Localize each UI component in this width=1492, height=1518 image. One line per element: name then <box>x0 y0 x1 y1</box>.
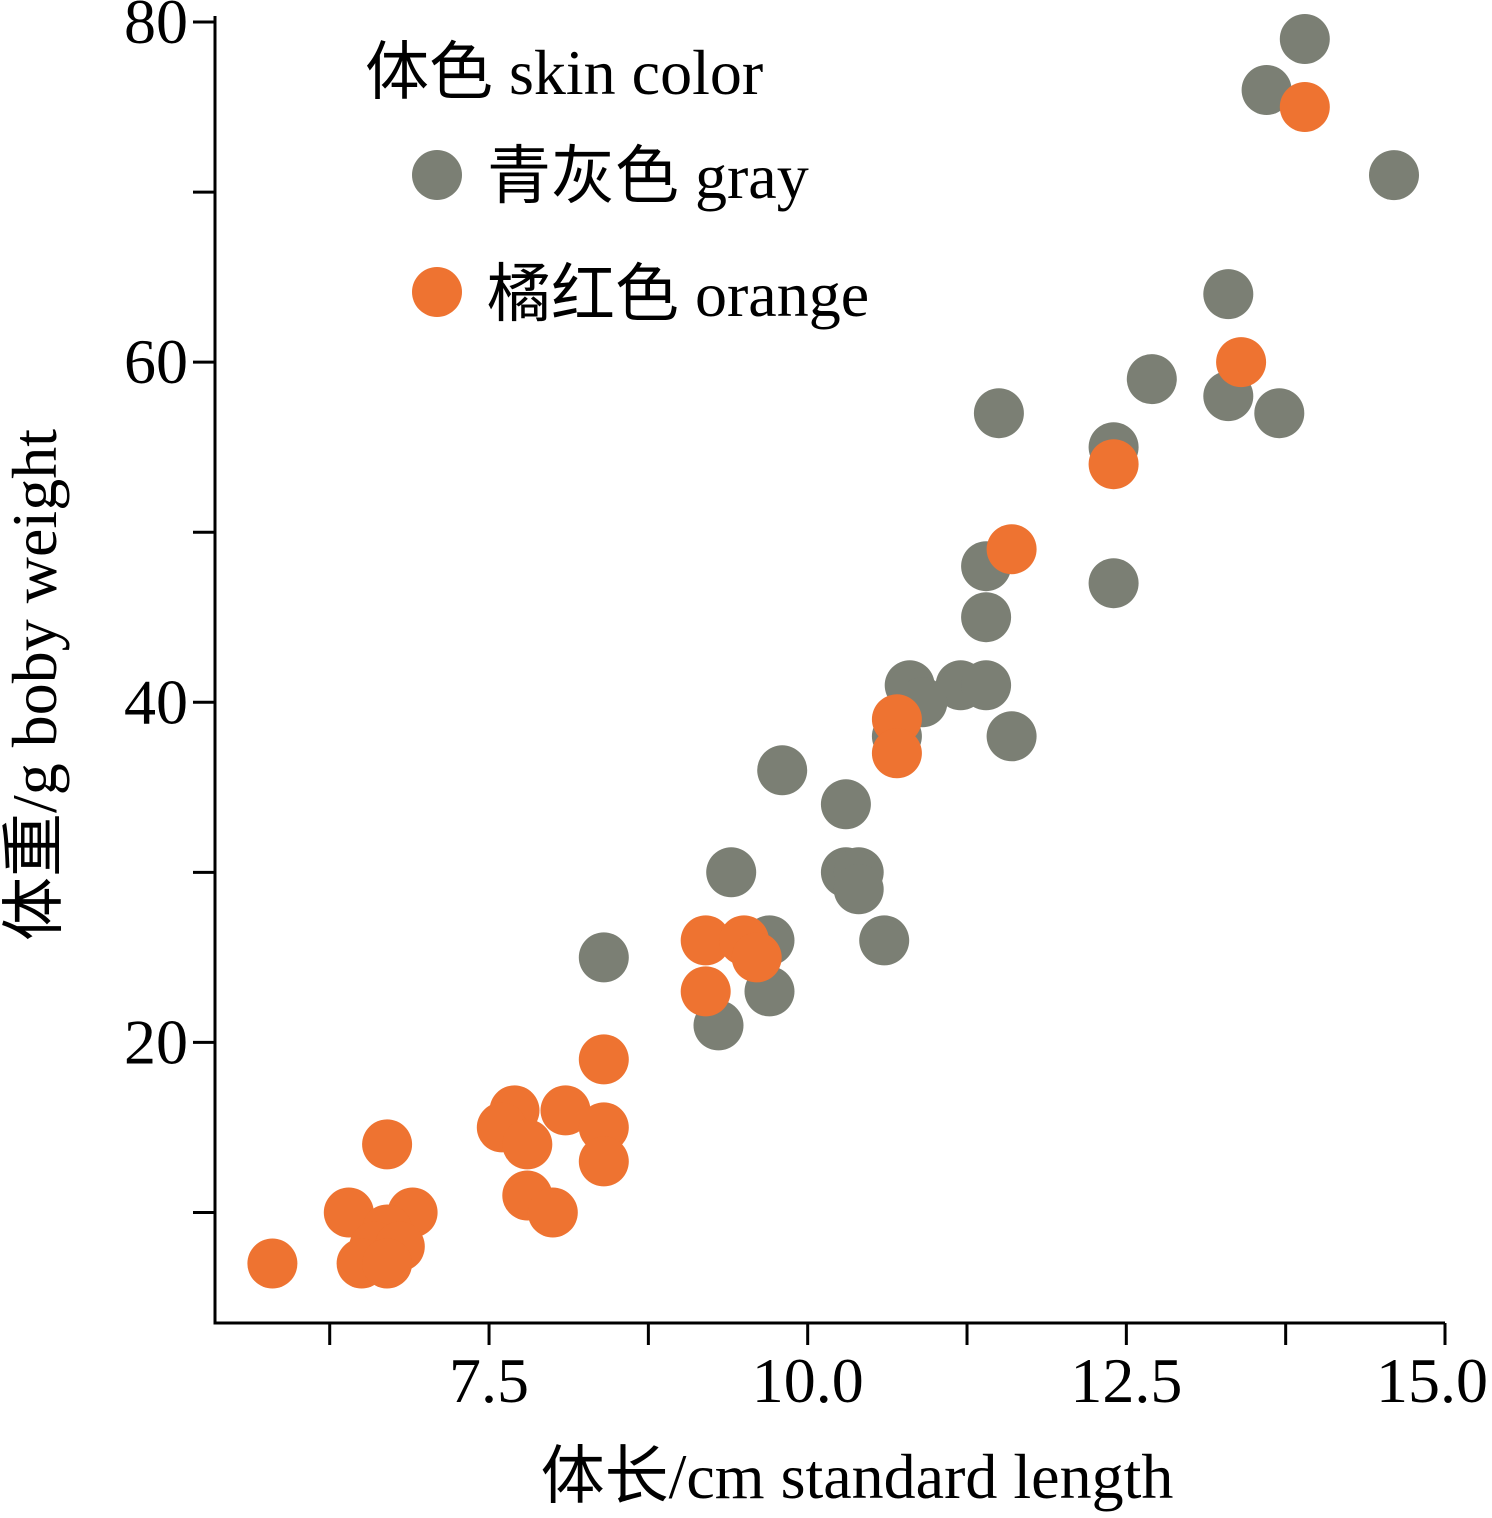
orange-data-point <box>578 1136 629 1187</box>
gray-data-point <box>1241 65 1292 115</box>
gray-data-point <box>986 711 1037 762</box>
legend-label-gray: 青灰色 gray <box>487 141 809 212</box>
axes <box>213 16 1445 1325</box>
y-axis-label: 体重/g boby weight <box>0 429 70 941</box>
gray-data-point <box>1254 388 1305 439</box>
gray-data-point <box>757 745 808 796</box>
x-tick-label: 10.0 <box>752 1345 864 1416</box>
x-tick-label: 15.0 <box>1376 1345 1488 1416</box>
gray-data-point <box>961 592 1012 643</box>
data-points <box>247 14 1419 1289</box>
y-tick-label: 20 <box>124 1006 188 1077</box>
legend-title: 体色 skin color <box>365 37 763 108</box>
y-tick-label: 60 <box>124 326 188 397</box>
orange-data-point <box>323 1187 374 1238</box>
gray-data-point <box>1279 14 1330 64</box>
x-axis-ticks: 7.5 10.0 12.5 15.0 <box>328 1323 1488 1416</box>
gray-data-point <box>1369 150 1419 201</box>
orange-data-point <box>247 1238 298 1289</box>
legend-marker-orange <box>412 267 462 317</box>
gray-data-point <box>973 388 1024 439</box>
orange-data-point <box>1279 82 1330 132</box>
x-tick-label: 12.5 <box>1070 1345 1182 1416</box>
orange-data-point <box>578 1034 629 1085</box>
legend-marker-gray <box>412 150 462 200</box>
gray-data-point <box>578 932 629 983</box>
orange-data-point <box>1088 439 1139 490</box>
orange-data-point <box>680 966 731 1017</box>
gray-data-point <box>833 864 884 915</box>
orange-data-point <box>540 1085 591 1136</box>
y-axis-ticks: 20 40 60 80 <box>124 0 215 1214</box>
orange-data-point <box>871 728 922 779</box>
gray-data-point <box>1126 354 1177 405</box>
x-axis-label: 体长/cm standard length <box>541 1441 1174 1512</box>
gray-data-point <box>706 847 757 898</box>
orange-data-point <box>1216 337 1267 388</box>
gray-data-point <box>961 660 1012 711</box>
y-tick-label: 40 <box>124 666 188 737</box>
gray-data-point <box>859 915 910 966</box>
orange-data-point <box>527 1187 578 1238</box>
orange-data-point <box>731 932 782 983</box>
gray-data-point <box>1088 558 1139 609</box>
orange-data-point <box>986 524 1037 575</box>
gray-data-point <box>820 779 871 830</box>
orange-data-point <box>680 915 731 966</box>
x-tick-label: 7.5 <box>449 1345 529 1416</box>
y-tick-label: 80 <box>124 0 188 57</box>
legend: 体色 skin color 青灰色 gray 橘红色 orange <box>365 37 869 330</box>
legend-label-orange: 橘红色 orange <box>487 259 869 330</box>
orange-data-point <box>362 1238 413 1289</box>
gray-data-point <box>1203 269 1254 320</box>
orange-data-point <box>502 1119 553 1170</box>
orange-data-point <box>362 1119 413 1170</box>
